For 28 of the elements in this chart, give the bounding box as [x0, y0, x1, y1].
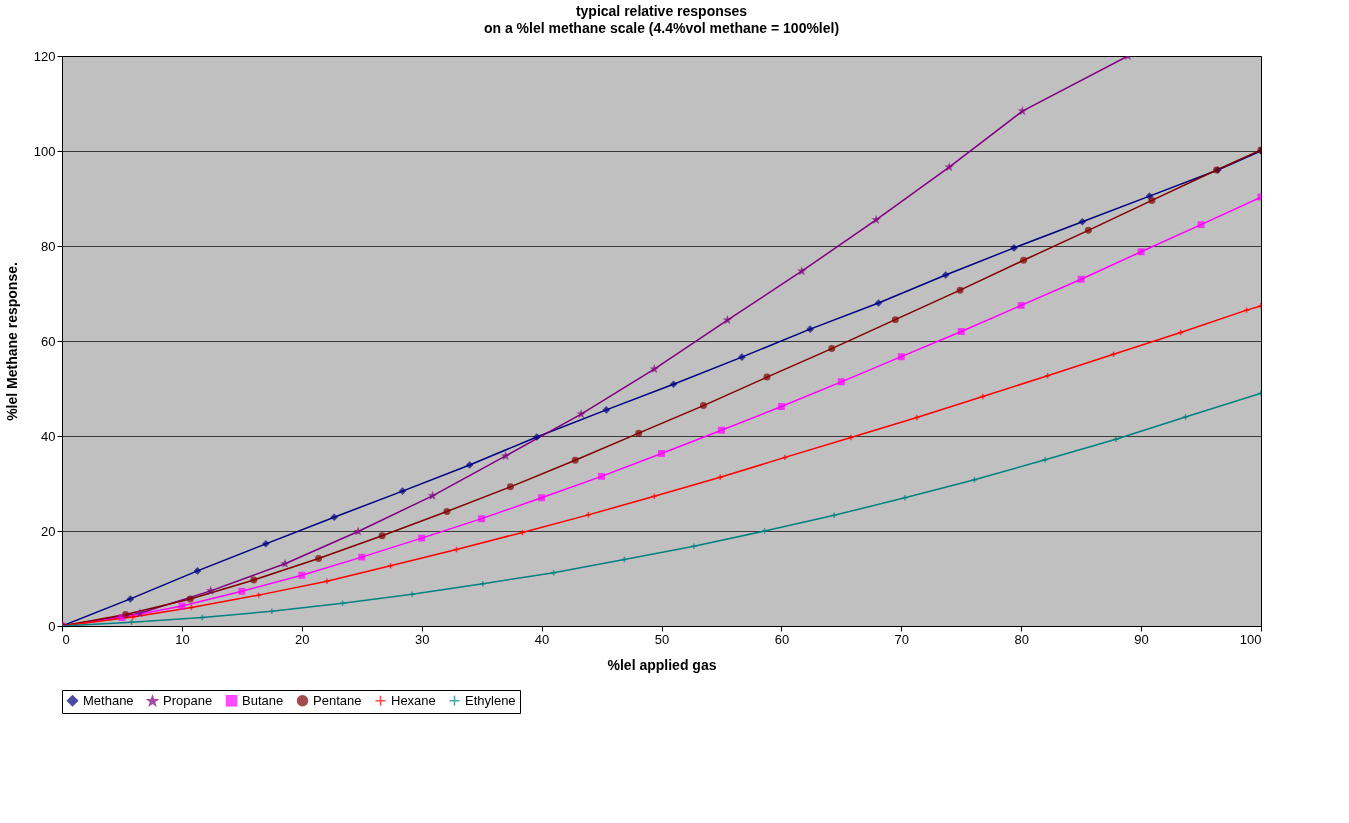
x-tick-label: 60 [774, 631, 790, 647]
x-tick-label: 10 [175, 631, 190, 647]
y-tick-label: 100 [33, 143, 56, 159]
x-tick-label: 20 [295, 631, 310, 647]
x-tick-label: 50 [654, 631, 670, 647]
x-tick-label: 0 [62, 631, 70, 647]
y-tick-label: 80 [41, 238, 56, 254]
x-tick-label: 90 [1134, 631, 1149, 647]
x-tick-label: 30 [414, 631, 430, 647]
y-tick-label: 120 [33, 48, 56, 64]
legend-label: Propane [163, 693, 213, 709]
x-axis-title: %lel applied gas [607, 656, 717, 673]
x-tick-label: 70 [894, 631, 910, 647]
x-tick-label: 80 [1014, 631, 1029, 647]
legend-label: Ethylene [465, 692, 516, 708]
y-tick-label: 40 [41, 428, 56, 444]
legend-label: Methane [83, 692, 134, 708]
x-tick-label: 40 [534, 631, 550, 647]
chart-subtitle: on a %lel methane scale (4.4%vol methane = 100%lel) [483, 20, 840, 36]
legend-label: Pentane [313, 692, 362, 708]
chart-title: typical relative responses [575, 3, 748, 19]
y-axis-title: %lel Methane response. [3, 262, 20, 421]
legend-label: Hexane [391, 692, 436, 708]
legend-label: Butane [242, 692, 284, 708]
y-tick-label: 60 [41, 333, 56, 349]
x-tick-label: 100 [1239, 631, 1262, 647]
y-tick-label: 0 [48, 618, 56, 634]
y-tick-label: 20 [41, 523, 56, 539]
